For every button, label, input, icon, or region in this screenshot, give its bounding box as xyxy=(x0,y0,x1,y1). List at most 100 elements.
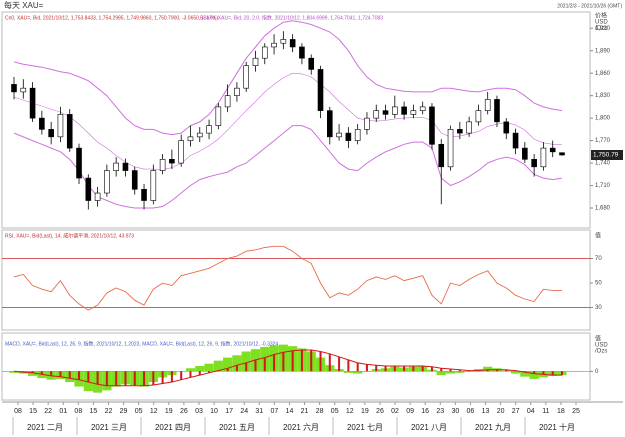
axis-label: /Ozs xyxy=(595,349,607,355)
rsi-panel xyxy=(1,229,591,331)
signal-bar xyxy=(198,371,201,376)
date-label: 18 xyxy=(557,408,565,415)
macd-bar xyxy=(9,371,19,373)
signal-bar xyxy=(226,368,229,372)
signal-bar xyxy=(31,371,34,373)
date-label: 09 xyxy=(406,408,414,415)
candle-body xyxy=(150,170,157,201)
signal-bar xyxy=(533,371,536,374)
band-middle xyxy=(13,72,562,171)
signal-bar xyxy=(347,359,350,372)
candle-body xyxy=(392,106,398,115)
candle-body xyxy=(512,132,519,149)
signal-bar xyxy=(87,371,90,382)
date-label: 22 xyxy=(105,408,113,415)
date-label: 26 xyxy=(180,408,188,415)
date-label: 20 xyxy=(497,408,505,415)
candle-body xyxy=(503,121,510,134)
candle-body xyxy=(317,69,324,111)
date-label: 19 xyxy=(165,408,173,415)
candle-body xyxy=(243,65,250,89)
date-label: 24 xyxy=(240,408,248,415)
macd-bar xyxy=(232,355,242,372)
signal-bar xyxy=(365,364,368,372)
date-label: 13 xyxy=(482,408,490,415)
candle-body xyxy=(122,162,129,171)
candle-body xyxy=(94,192,101,201)
macd-bar xyxy=(520,371,530,377)
signal-bar xyxy=(328,353,331,372)
signal-bar xyxy=(561,371,563,376)
macd-bar xyxy=(27,371,38,376)
date-label: 12 xyxy=(150,408,158,415)
signal-bar xyxy=(495,369,498,372)
macd-bar xyxy=(195,365,205,372)
date-label: 03 xyxy=(195,408,203,415)
candle-body xyxy=(206,125,212,134)
y-tick-label: 1,680 xyxy=(595,206,611,212)
signal-bar xyxy=(152,371,155,386)
signal-bar xyxy=(245,362,248,372)
date-label: 15 xyxy=(90,408,98,415)
month-label: 2021 二月 xyxy=(27,423,63,432)
candle-body xyxy=(104,170,110,194)
candle-body xyxy=(410,110,417,115)
y-tick-label: 70 xyxy=(595,256,602,262)
signal-bar xyxy=(189,371,192,378)
price-panel xyxy=(1,11,591,229)
candle-body xyxy=(29,87,36,119)
date-label: 30 xyxy=(451,408,459,415)
candle-body xyxy=(531,159,537,168)
signal-bar xyxy=(319,351,322,372)
y-tick-label: 0 xyxy=(595,369,599,375)
month-label: 2021 七月 xyxy=(347,423,383,432)
signal-bar xyxy=(486,369,489,372)
date-label: 11 xyxy=(542,408,549,415)
candle-body xyxy=(85,177,92,201)
candle-body xyxy=(57,114,64,138)
title: 每天 XAU= xyxy=(4,0,44,10)
candle-body xyxy=(419,106,426,111)
signal-bar xyxy=(300,349,303,372)
macd-bar xyxy=(436,371,446,376)
candle-body xyxy=(549,147,556,153)
date-label: 02 xyxy=(391,408,399,415)
date-label: 27 xyxy=(512,408,520,415)
legend: BBand, XAU=, Bid, 20, 2.0, 指数, 2021/10/1… xyxy=(200,14,383,21)
month-label: 2021 三月 xyxy=(91,423,127,432)
legend: RSI, XAU=, Bid(Last), 14, 威尔德平滑, 2021/10… xyxy=(5,232,134,239)
date-label: 06 xyxy=(467,408,475,415)
signal-line xyxy=(13,349,562,387)
signal-bar xyxy=(282,352,285,372)
legend: MACD, XAU=, Bid(Last), 12, 26, 9, 指数, 20… xyxy=(5,340,278,347)
macd-bar xyxy=(213,360,223,372)
date-label: 16 xyxy=(421,408,429,415)
month-label: 2021 四月 xyxy=(155,423,191,432)
signal-bar xyxy=(430,366,433,372)
candle-body xyxy=(271,42,277,48)
candle-body xyxy=(196,132,203,138)
signal-bar xyxy=(542,371,545,375)
rsi-line xyxy=(13,245,562,311)
y-tick-label: 1,710 xyxy=(595,183,611,189)
candle-body xyxy=(131,170,138,190)
axis-label: 价格 xyxy=(595,12,607,20)
date-label: 21 xyxy=(301,408,309,415)
macd-panel xyxy=(1,332,591,401)
signal-bar xyxy=(291,350,294,372)
signal-bar xyxy=(403,365,406,372)
signal-bar xyxy=(263,357,266,372)
macd-bar xyxy=(204,363,214,372)
month-label: 2021 十月 xyxy=(539,422,575,432)
date-label: 07 xyxy=(270,408,278,415)
date-label: 22 xyxy=(44,408,52,415)
candle-body xyxy=(364,117,370,130)
candle-body xyxy=(39,117,45,130)
candle-body xyxy=(178,140,184,164)
candle-body xyxy=(447,129,454,168)
date-label: 29 xyxy=(120,408,128,415)
date-label: 14 xyxy=(286,408,294,415)
macd-bar xyxy=(455,371,465,373)
date-range: 2021/2/3 - 2021/10/26 (GMT) xyxy=(557,3,622,9)
